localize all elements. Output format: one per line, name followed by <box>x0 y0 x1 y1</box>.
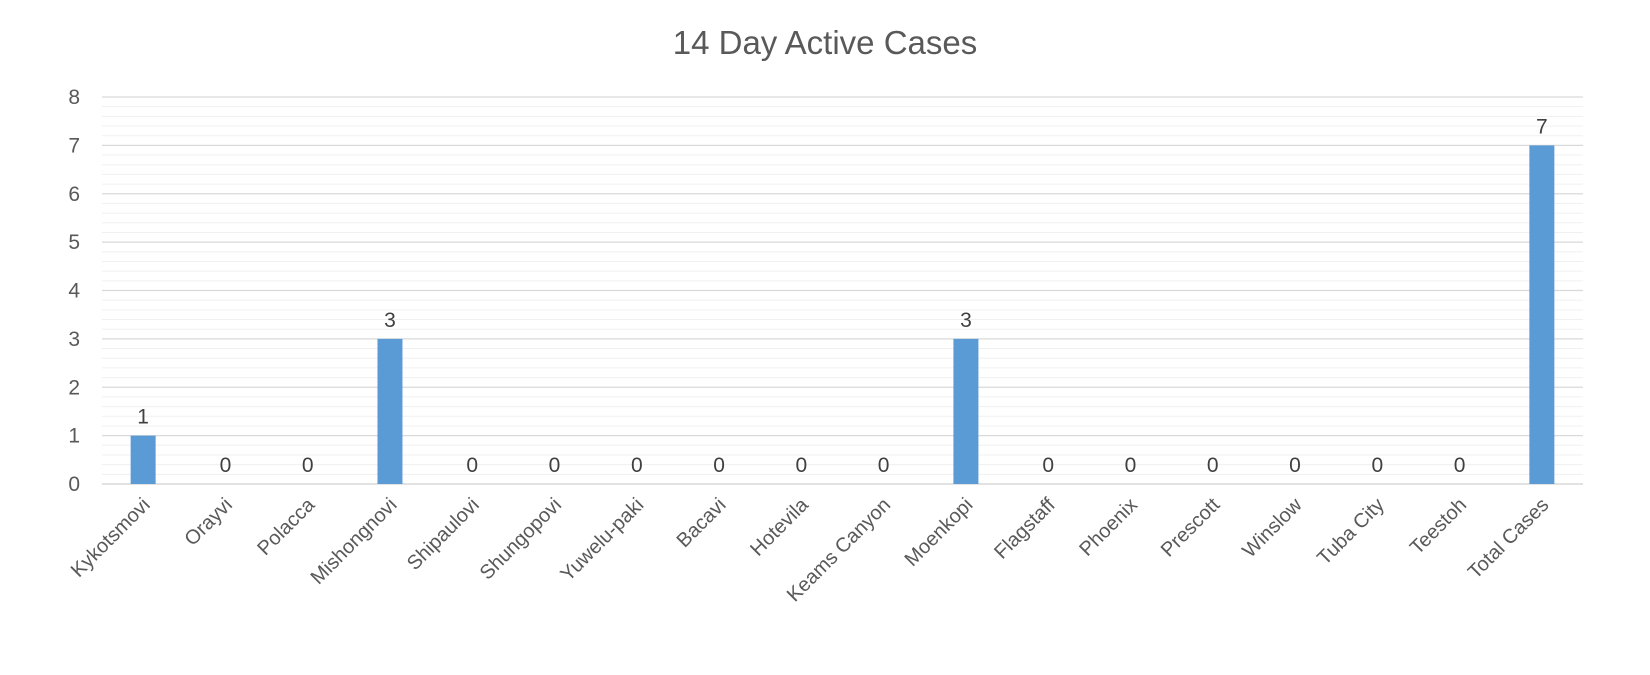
x-tick-label: Polacca <box>253 493 319 559</box>
x-tick-label: Winslow <box>1238 494 1307 563</box>
y-tick-label: 7 <box>68 134 80 157</box>
data-label: 0 <box>466 454 478 477</box>
data-label: 0 <box>220 454 232 477</box>
data-label: 0 <box>1207 454 1219 477</box>
data-label: 1 <box>137 406 149 429</box>
y-tick-label: 1 <box>68 425 80 448</box>
data-label: 0 <box>1371 454 1383 477</box>
bar <box>130 435 156 484</box>
data-label: 0 <box>713 454 725 477</box>
chart-title: 14 Day Active Cases <box>672 24 978 61</box>
x-tick-label: Moenkopi <box>901 494 978 571</box>
x-tick-label: Kykotsmovi <box>67 494 155 582</box>
data-label: 7 <box>1536 115 1548 138</box>
x-tick-label: Teestoh <box>1406 494 1471 559</box>
x-tick-label: Shipaulovi <box>403 494 484 575</box>
x-tick-label: Bacavi <box>673 494 731 552</box>
x-tick-label: Flagstaff <box>990 494 1060 564</box>
x-tick-label: Phoenix <box>1075 494 1142 561</box>
y-tick-label: 8 <box>68 86 80 109</box>
x-tick-label: Tuba City <box>1313 494 1389 570</box>
data-label: 0 <box>1042 454 1054 477</box>
x-tick-label: Total Cases <box>1464 494 1553 583</box>
x-tick-label: Yuwelu-paki <box>557 494 649 586</box>
x-tick-label: Hotevila <box>746 493 813 560</box>
data-label: 0 <box>1289 454 1301 477</box>
x-tick-label: Prescott <box>1157 494 1225 562</box>
x-tick-label: Orayvi <box>181 494 237 550</box>
data-label: 0 <box>1125 454 1137 477</box>
x-tick-label: Mishongnovi <box>307 494 402 589</box>
bar <box>1529 145 1555 484</box>
data-label: 0 <box>549 454 561 477</box>
data-label: 0 <box>631 454 643 477</box>
y-tick-label: 2 <box>68 376 80 399</box>
y-tick-label: 5 <box>68 231 80 254</box>
data-label: 0 <box>796 454 808 477</box>
y-tick-label: 0 <box>68 473 80 496</box>
y-tick-label: 4 <box>68 280 80 303</box>
data-label: 3 <box>960 309 972 332</box>
data-label: 3 <box>384 309 396 332</box>
data-label: 0 <box>878 454 890 477</box>
x-tick-label: Shungopovi <box>476 494 566 584</box>
data-label: 0 <box>302 454 314 477</box>
y-tick-label: 6 <box>68 183 80 206</box>
bar <box>377 338 403 484</box>
y-tick-label: 3 <box>68 328 80 351</box>
data-label: 0 <box>1454 454 1466 477</box>
bar <box>953 338 979 484</box>
